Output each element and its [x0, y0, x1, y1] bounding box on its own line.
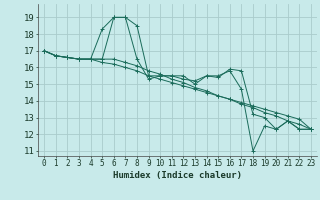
X-axis label: Humidex (Indice chaleur): Humidex (Indice chaleur) — [113, 171, 242, 180]
